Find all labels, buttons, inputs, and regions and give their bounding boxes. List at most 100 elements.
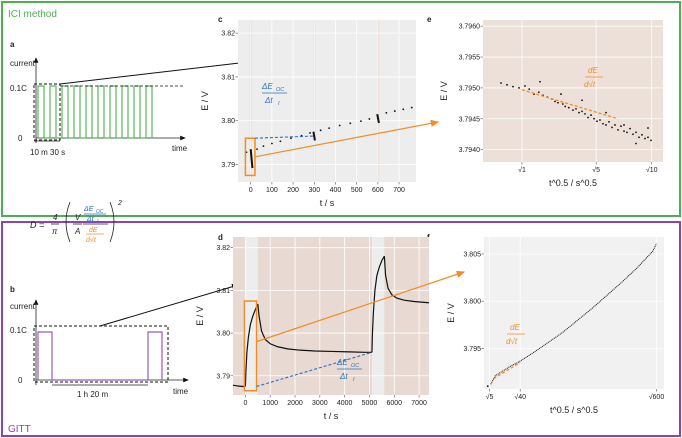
eq-v: V [75,213,81,222]
chart-e-ytick-label: 3.7955 [459,55,481,62]
panel-c-letter: c [218,15,223,24]
chart-d-deoc-line [256,351,373,387]
chart-e-point [650,139,652,142]
chart-d-xtick-label: 0 [243,400,247,407]
panel-c-ann-sub: OC [276,87,284,93]
panel-a-ylabel: current [10,59,36,68]
chart-d-xtick-label: 2000 [287,400,303,407]
chart-c-xtick-label: 500 [351,187,363,194]
panel-e-ann-den: d√t [584,80,596,89]
chart-f-ylabel: E / V [446,303,456,323]
chart-e-point [602,122,604,125]
chart-d-ytick-label: 3.82 [216,245,230,252]
eq-dsqrt: d√t [86,236,97,244]
panel-b-xlabel: time [173,387,189,396]
chart-c-relaxation-segment [312,131,316,141]
panel-b: b current 0.1C 0 time 1 h 20 m [10,283,239,399]
chart-e-point [554,100,556,103]
chart-c-point [271,142,273,145]
eq-coef-den: π [52,227,58,236]
chart-c-xtick-label: 200 [287,187,299,194]
chart-e-point [537,91,540,94]
chart-d-ytick-label: 3.79 [216,373,230,380]
chart-c-point [319,129,322,132]
chart-e-point [567,106,570,109]
eq-deoc: ΔE [83,206,94,213]
chart-d-xtick-label: 6000 [386,400,402,407]
diffusion-equation: D = 4 π V A ΔE OC Δt I dE d√t 2 [30,200,122,244]
panel-d-ann-den-sub: I [353,377,355,383]
eq-deoc-sub: OC [96,209,104,215]
chart-e-point [623,130,625,133]
chart-e-point [564,105,567,108]
chart-d-xtick-label: 5000 [362,400,378,407]
panel-e-letter: e [427,15,432,24]
chart-d-ytick-label: 3.80 [216,331,230,338]
eq-right-paren [109,201,115,243]
panel-d-letter: d [218,233,223,242]
chart-c-ylabel: E / V [200,91,210,111]
eq-de: dE [89,227,98,234]
chart-e-point [617,128,619,131]
chart-e-fit-line [521,89,619,120]
chart-e-point [518,87,520,89]
chart-d-ylabel: E / V [195,306,205,326]
chart-e-background [483,20,663,162]
eq-lhs: D = [30,220,44,230]
panel-f-ann-den: d√t [506,337,518,346]
chart-e-point [528,88,531,91]
chart-e-point [608,120,610,123]
zoom-connectors [243,119,466,392]
chart-c-point [368,118,371,120]
chart-c-point [338,124,341,127]
chart-c-point [360,120,362,123]
chart-c-point [393,110,396,112]
chart-c-xtick-label: 0 [249,187,253,194]
panel-b-ytick-1: 0 [18,376,23,385]
panel-a: a current 0.1C 0 time 10 m 30 s [10,40,249,157]
chart-c-point [328,127,331,130]
chart-e-point [578,111,580,114]
panel-a-zoom-arrow [59,59,249,85]
eq-power: 2 [117,200,122,207]
chart-e-xtick-label: √5 [592,166,600,174]
chart-e-point [557,101,559,104]
eq-left-paren [65,201,71,243]
eq-coef-num: 4 [53,213,58,222]
chart-f: √5 √40 √600 3.795 3.800 3.805 t^0.5 / s^0.5 E /… [446,237,664,415]
chart-f-xtick-label: √5 [486,393,494,401]
panel-e-ann-num: dE [588,66,598,75]
chart-e-point [587,116,589,119]
panel-a-letter: a [10,40,15,49]
chart-e-xlabel: t^0.5 / s^0.5 [549,178,597,188]
chart-e-point [605,124,607,126]
chart-e-point [584,112,586,115]
chart-d-rest-band-2 [384,237,429,395]
chart-d-xtick-label: 4000 [337,400,353,407]
panel-c-ann-den: Δt [264,96,273,105]
chart-d-rest-band-1 [257,237,372,395]
chart-f-ytick-label: 3.805 [463,251,481,258]
ici-section-label: ICI method [8,9,57,20]
chart-d-xlabel: t / s [324,411,339,421]
panel-a-ytick-0: 0.1C [10,84,27,93]
chart-f-ytick-label: 3.795 [463,346,481,353]
panel-a-xlabel: time [172,144,188,153]
chart-c-point [349,122,352,125]
chart-c-ytick-label: 3.80 [221,118,235,125]
chart-f-xtick-label: √40 [514,393,526,401]
chart-e-point [623,124,625,126]
chart-c-point [410,106,413,109]
chart-e-point [561,103,564,105]
chart-e-point [599,119,601,121]
eq-a: A [74,227,80,236]
chart-e-point [539,80,541,83]
chart-e-point [581,99,583,102]
chart-e-point [581,110,583,113]
ici-section-frame [1,1,681,217]
chart-c-to-e-arrow [254,119,440,158]
chart-e-point [524,85,526,87]
chart-c-xtick-label: 100 [266,187,278,194]
panel-b-interval-label: 1 h 20 m [77,390,108,399]
chart-e-point [611,126,613,129]
